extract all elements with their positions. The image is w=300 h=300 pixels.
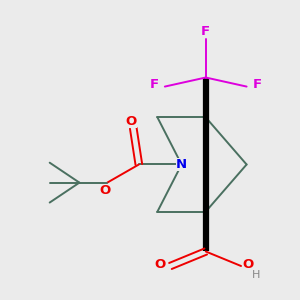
Text: O: O (100, 184, 111, 197)
Text: O: O (154, 258, 166, 271)
Text: O: O (242, 258, 253, 271)
Text: H: H (252, 270, 260, 280)
Text: F: F (252, 78, 262, 91)
Text: F: F (201, 25, 210, 38)
Text: N: N (176, 158, 187, 171)
Text: O: O (126, 115, 137, 128)
Text: F: F (150, 78, 159, 91)
